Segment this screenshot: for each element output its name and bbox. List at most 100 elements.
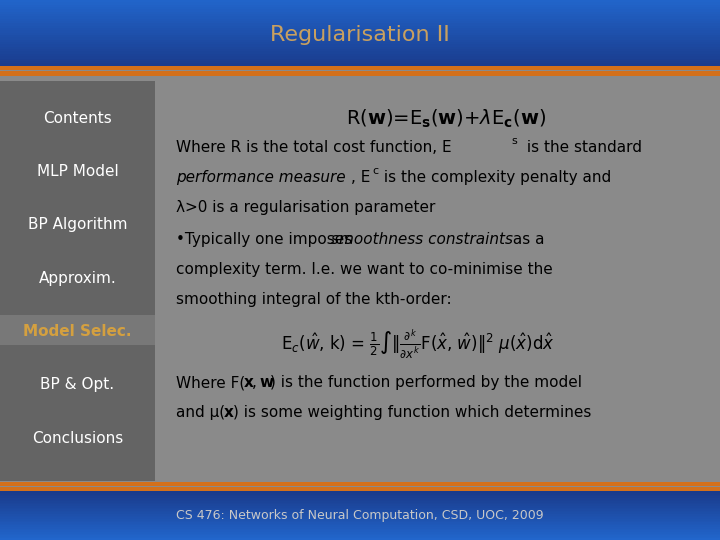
Bar xyxy=(0,42,720,44)
Bar xyxy=(0,504,720,506)
Bar xyxy=(0,516,720,517)
Bar xyxy=(0,500,720,501)
Text: is the complexity penalty and: is the complexity penalty and xyxy=(379,170,612,185)
Bar xyxy=(0,16,720,19)
Bar xyxy=(0,511,720,512)
Bar xyxy=(0,47,720,49)
Text: as a: as a xyxy=(508,233,544,247)
Bar xyxy=(0,527,720,529)
Bar xyxy=(0,35,720,37)
Text: Approxim.: Approxim. xyxy=(39,271,116,286)
Text: ,: , xyxy=(252,375,257,390)
Bar xyxy=(0,503,720,504)
Bar xyxy=(0,535,720,537)
Text: x: x xyxy=(224,405,234,420)
Bar xyxy=(0,524,720,525)
Text: MLP Model: MLP Model xyxy=(37,164,118,179)
Bar xyxy=(0,529,720,530)
Bar xyxy=(0,44,720,47)
Bar xyxy=(0,56,720,58)
Bar xyxy=(0,14,720,16)
Bar xyxy=(0,7,720,9)
Bar xyxy=(0,26,720,28)
Bar xyxy=(0,81,720,481)
Bar xyxy=(0,61,720,63)
Text: x: x xyxy=(243,375,253,390)
Bar xyxy=(0,315,155,345)
Text: CS 476: Networks of Neural Computation, CSD, UOC, 2009: CS 476: Networks of Neural Computation, … xyxy=(176,509,544,522)
Bar xyxy=(0,498,720,500)
Bar xyxy=(0,37,720,40)
Bar xyxy=(0,495,720,496)
Bar xyxy=(0,514,720,516)
Bar xyxy=(0,521,720,522)
Bar xyxy=(0,71,720,76)
Bar xyxy=(0,530,720,532)
Bar xyxy=(0,49,720,51)
Bar xyxy=(0,522,720,524)
Bar xyxy=(0,519,720,521)
Text: complexity term. I.e. we want to co-minimise the: complexity term. I.e. we want to co-mini… xyxy=(176,262,553,277)
Bar xyxy=(0,63,720,65)
Bar xyxy=(0,508,720,509)
Text: smoothing integral of the kth-order:: smoothing integral of the kth-order: xyxy=(176,292,452,307)
Bar xyxy=(0,66,720,70)
Bar xyxy=(0,537,720,538)
Text: is the standard: is the standard xyxy=(522,140,642,156)
Text: and μ(: and μ( xyxy=(176,405,225,420)
Text: Where F(: Where F( xyxy=(176,375,246,390)
Bar xyxy=(0,51,720,54)
Bar xyxy=(0,58,720,61)
Bar xyxy=(0,12,720,14)
Bar xyxy=(0,512,720,514)
Bar xyxy=(0,482,720,486)
Bar xyxy=(0,501,720,503)
Bar xyxy=(0,40,720,42)
Bar xyxy=(0,28,720,30)
Bar xyxy=(0,532,720,534)
Text: performance measure: performance measure xyxy=(176,170,346,185)
FancyBboxPatch shape xyxy=(0,0,720,70)
Bar xyxy=(0,506,720,508)
Text: •Typically one imposes: •Typically one imposes xyxy=(176,233,358,247)
Text: BP Algorithm: BP Algorithm xyxy=(27,218,127,232)
Text: Contents: Contents xyxy=(43,111,112,126)
Bar xyxy=(0,509,720,511)
Bar xyxy=(0,493,720,495)
Text: smoothness constraints: smoothness constraints xyxy=(331,233,513,247)
Bar xyxy=(0,0,720,2)
Text: E$_{c}$($\hat{w}$, k) = $\frac{1}{2}\int\|\frac{\partial^{k}}{\partial x^{k}}$F(: E$_{c}$($\hat{w}$, k) = $\frac{1}{2}\int… xyxy=(281,328,554,361)
Bar xyxy=(0,54,720,56)
Text: Model Selec.: Model Selec. xyxy=(23,324,132,339)
Bar xyxy=(0,496,720,498)
Text: R($\mathbf{w}$)=E$_{\mathbf{s}}$($\mathbf{w}$)+$\lambda$E$_{\mathbf{c}}$($\mathb: R($\mathbf{w}$)=E$_{\mathbf{s}}$($\mathb… xyxy=(346,108,546,130)
Bar xyxy=(0,68,720,70)
Text: Where R is the total cost function, E: Where R is the total cost function, E xyxy=(176,140,452,156)
Text: c: c xyxy=(372,166,379,176)
Bar xyxy=(0,30,720,33)
Bar xyxy=(0,517,720,519)
Text: λ>0 is a regularisation parameter: λ>0 is a regularisation parameter xyxy=(176,200,436,215)
Bar xyxy=(0,525,720,527)
Bar xyxy=(0,9,720,12)
Bar xyxy=(0,81,155,481)
Text: Conclusions: Conclusions xyxy=(32,430,123,445)
Bar xyxy=(0,33,720,35)
Text: BP & Opt.: BP & Opt. xyxy=(40,377,114,392)
Bar xyxy=(0,491,720,493)
Text: w: w xyxy=(259,375,274,390)
Bar xyxy=(0,5,720,7)
Text: ) is some weighting function which determines: ) is some weighting function which deter… xyxy=(233,405,591,420)
Text: ) is the function performed by the model: ) is the function performed by the model xyxy=(270,375,582,390)
Bar xyxy=(0,538,720,540)
Text: s: s xyxy=(511,136,517,146)
Bar xyxy=(0,23,720,26)
Bar xyxy=(0,487,720,491)
Bar xyxy=(0,2,720,5)
Text: , E: , E xyxy=(351,170,370,185)
Bar xyxy=(0,19,720,21)
Bar xyxy=(0,65,720,68)
Bar xyxy=(0,534,720,535)
Bar xyxy=(0,21,720,23)
Text: Regularisation II: Regularisation II xyxy=(270,25,450,45)
